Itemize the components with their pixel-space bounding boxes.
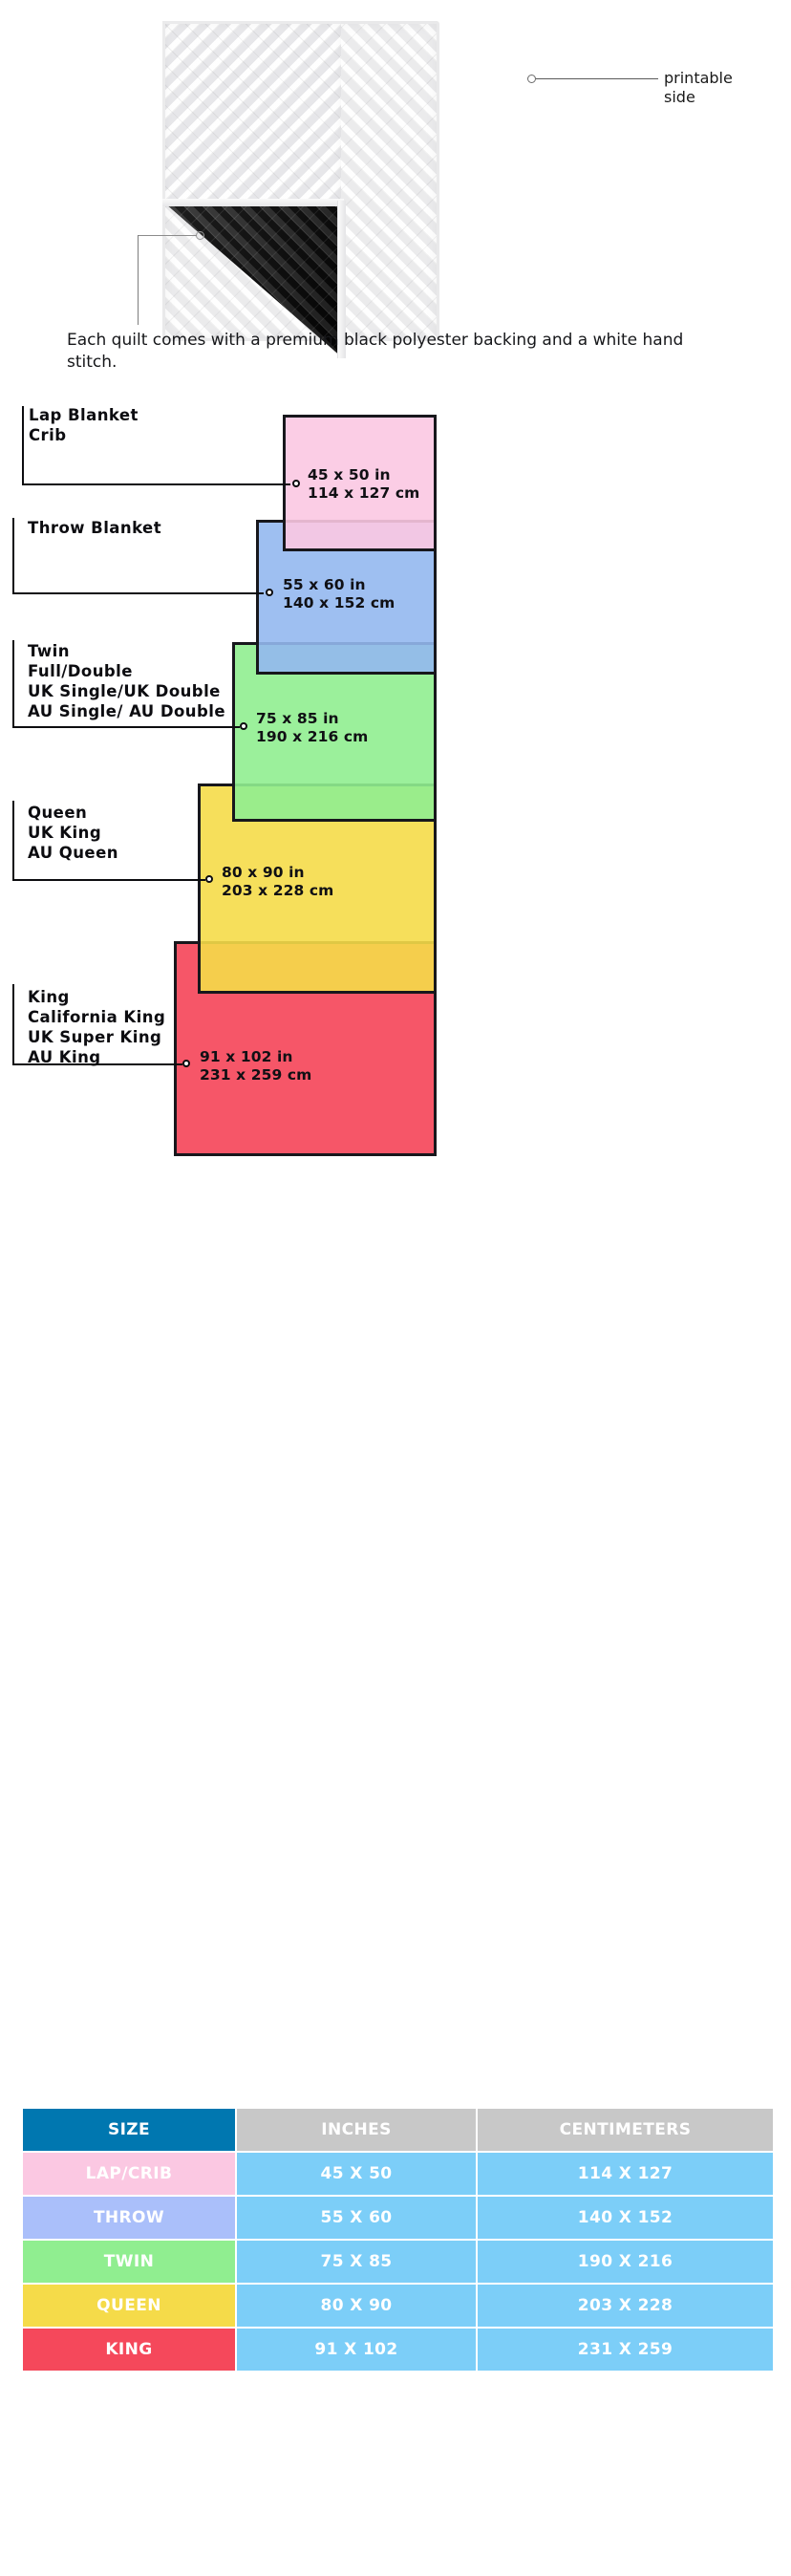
bracket-king (12, 984, 14, 1065)
table-cell-centimeters: 140 X 152 (478, 2197, 773, 2239)
leader-line-queen (12, 879, 205, 882)
table-header-row: SIZE INCHES CENTIMETERS (23, 2109, 773, 2151)
printable-side-leader-line (536, 78, 658, 79)
dim-marker-queen (205, 875, 213, 883)
dim-marker-twin (240, 722, 247, 730)
size-dims-lap-crib: 45 x 50 in 114 x 127 cm (308, 466, 420, 503)
table-cell-centimeters: 231 X 259 (478, 2329, 773, 2371)
size-dims-twin: 75 x 85 in 190 x 216 cm (256, 710, 369, 746)
table-row: KING 91 X 102 231 X 259 (23, 2329, 773, 2371)
quilt-hem-horizontal (162, 199, 344, 206)
size-dims-king: 91 x 102 in 231 x 259 cm (200, 1048, 312, 1084)
printable-side-label: printable side (664, 69, 733, 107)
size-dims-throw: 55 x 60 in 140 x 152 cm (283, 576, 396, 612)
table-cell-size-name: LAP/CRIB (23, 2153, 235, 2195)
size-names-throw: Throw Blanket (28, 519, 162, 537)
table-cell-inches: 55 X 60 (237, 2197, 476, 2239)
table-row: TWIN 75 X 85 190 X 216 (23, 2241, 773, 2283)
bracket-throw (12, 518, 14, 594)
bracket-queen (12, 801, 14, 881)
quilt-caption: Each quilt comes with a premium black po… (67, 331, 684, 372)
size-rect-lap-crib (283, 415, 437, 551)
table-cell-size-name: TWIN (23, 2241, 235, 2283)
leader-line-throw (12, 592, 264, 595)
table-row: THROW 55 X 60 140 X 152 (23, 2197, 773, 2239)
backing-side-leader-line-vertical (138, 235, 139, 325)
dim-marker-throw (266, 589, 273, 596)
quilt-white-upper-left-panel (162, 21, 341, 207)
bracket-lap-crib (22, 406, 24, 485)
size-dims-queen: 80 x 90 in 203 x 228 cm (222, 864, 334, 900)
table-header-centimeters: CENTIMETERS (478, 2109, 773, 2151)
bracket-twin (12, 640, 14, 728)
table-cell-inches: 80 X 90 (237, 2285, 476, 2327)
size-names-king: King California King UK Super King AU Ki… (28, 988, 166, 1067)
leader-line-king (12, 1063, 182, 1066)
table-cell-centimeters: 203 X 228 (478, 2285, 773, 2327)
table-cell-inches: 91 X 102 (237, 2329, 476, 2371)
printable-side-marker-icon (527, 75, 536, 83)
table-cell-size-name: QUEEN (23, 2285, 235, 2327)
backing-side-leader-line-horizontal (138, 235, 197, 236)
table-row: QUEEN 80 X 90 203 X 228 (23, 2285, 773, 2327)
table-cell-size-name: THROW (23, 2197, 235, 2239)
quilt-photo-section: printable side Each quilt comes with a p… (0, 0, 791, 382)
leader-line-twin (12, 726, 240, 729)
dim-marker-lap-crib (292, 480, 300, 487)
size-names-lap-crib: Lap Blanket Crib (29, 406, 139, 445)
table-row: LAP/CRIB 45 X 50 114 X 127 (23, 2153, 773, 2195)
leader-line-lap-crib (22, 483, 290, 486)
size-table: SIZE INCHES CENTIMETERS LAP/CRIB 45 X 50… (21, 2107, 775, 2372)
table-cell-centimeters: 114 X 127 (478, 2153, 773, 2195)
dim-marker-king (182, 1060, 190, 1067)
size-names-queen: Queen UK King AU Queen (28, 804, 118, 863)
quilt-illustration (162, 21, 640, 358)
quilt-hem-vertical (337, 201, 346, 358)
size-names-twin: Twin Full/Double UK Single/UK Double AU … (28, 642, 225, 721)
table-header-size: SIZE (23, 2109, 235, 2151)
table-cell-centimeters: 190 X 216 (478, 2241, 773, 2283)
table-cell-size-name: KING (23, 2329, 235, 2371)
table-header-inches: INCHES (237, 2109, 476, 2151)
table-cell-inches: 75 X 85 (237, 2241, 476, 2283)
table-cell-inches: 45 X 50 (237, 2153, 476, 2195)
